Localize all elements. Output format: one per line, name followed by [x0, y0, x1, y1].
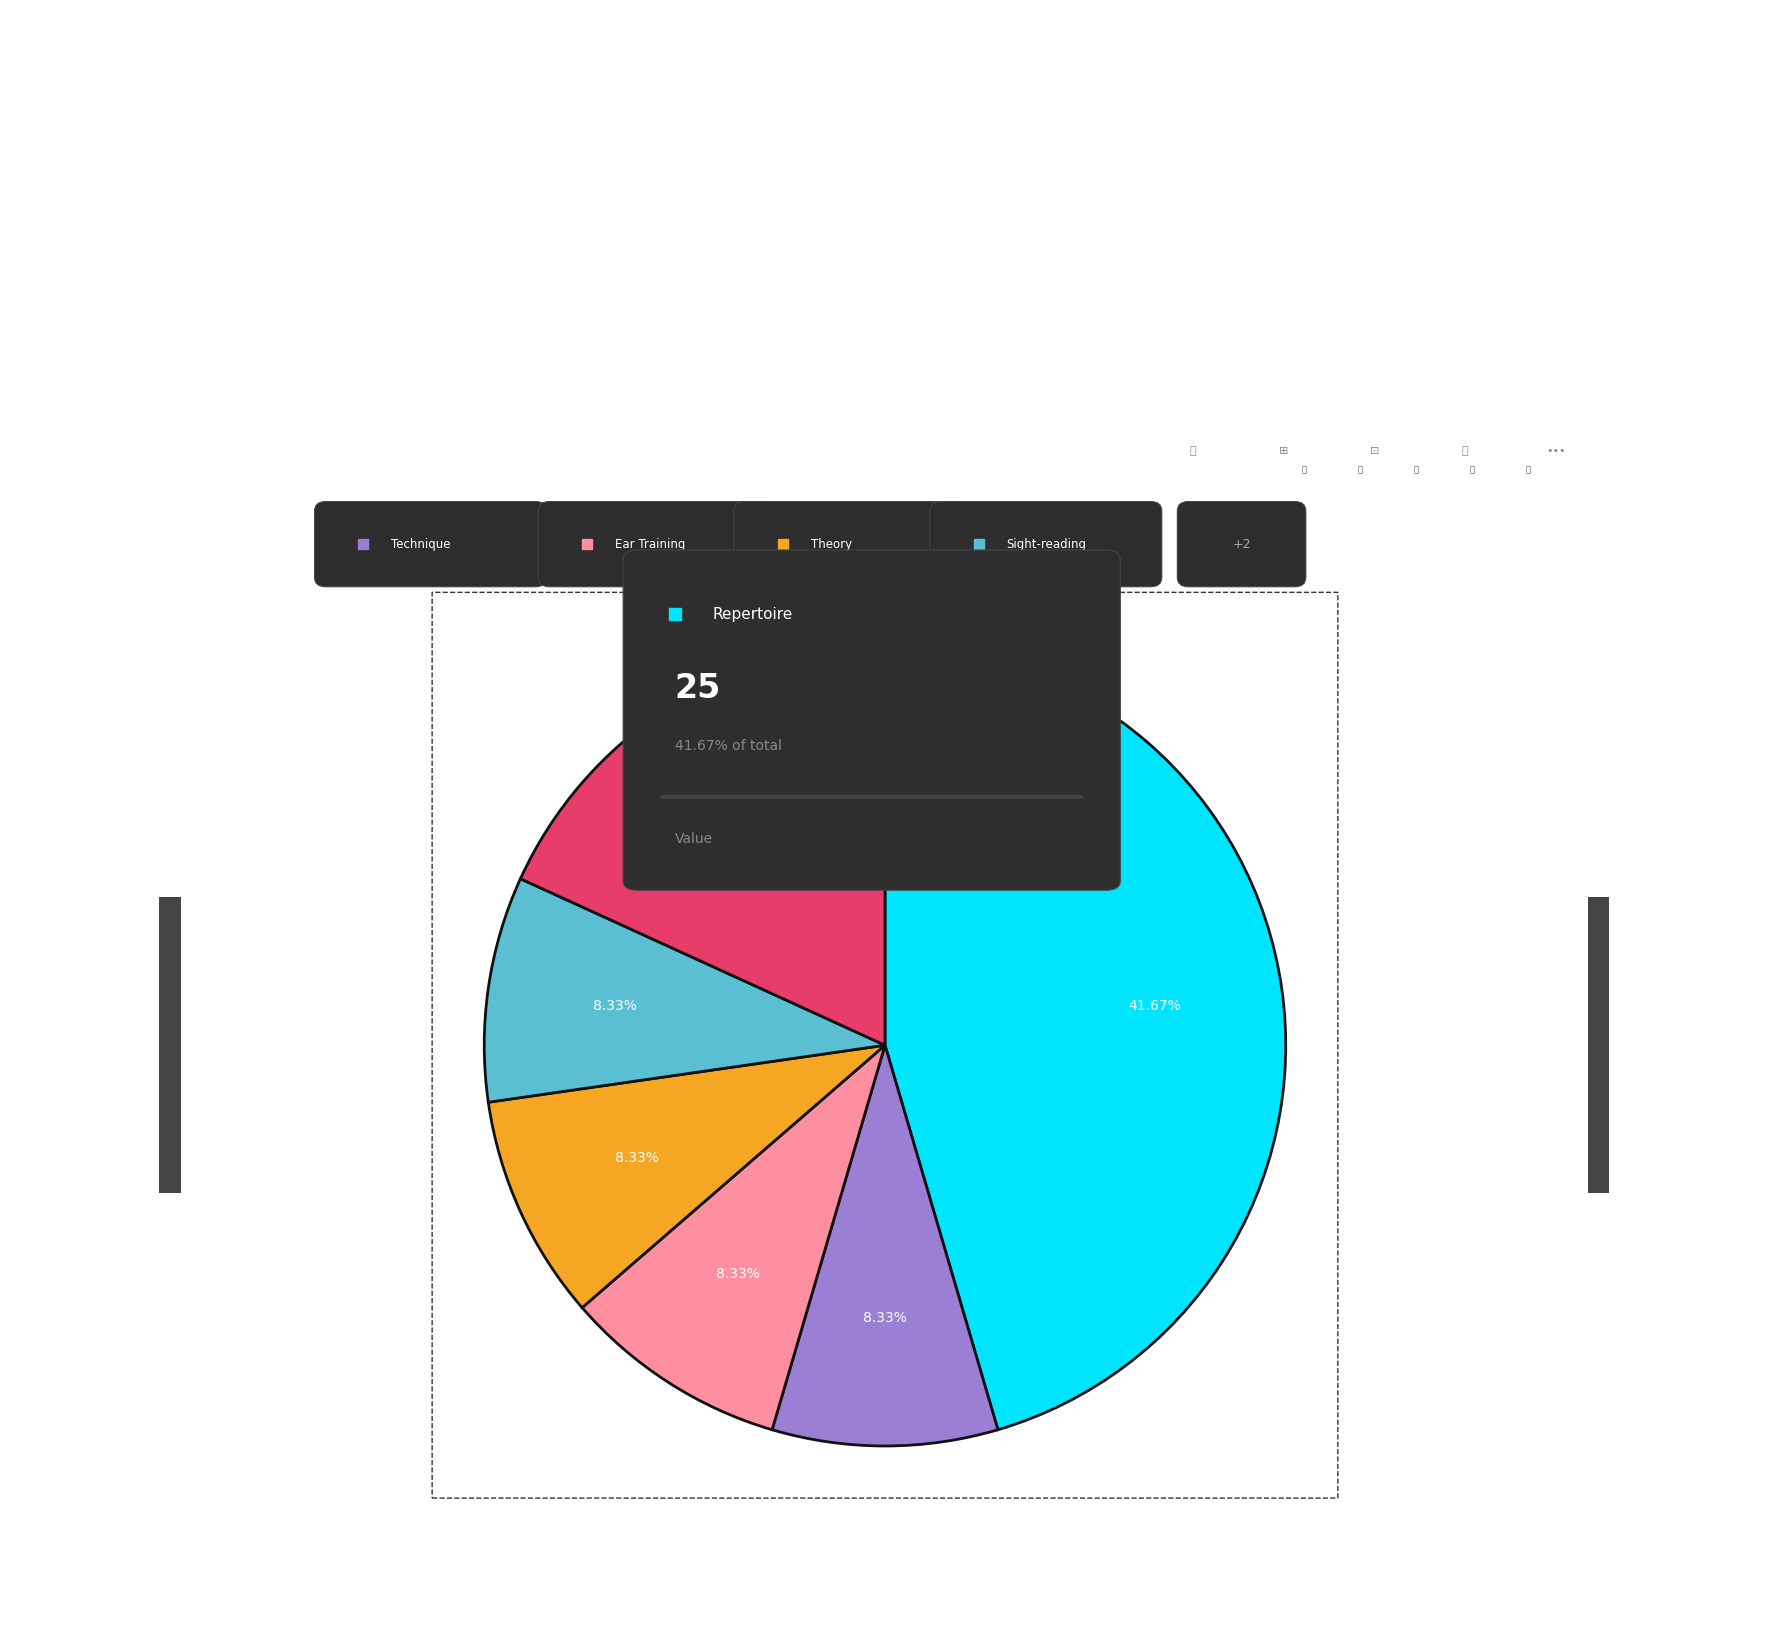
Text: 25: 25 — [674, 672, 720, 704]
FancyBboxPatch shape — [929, 502, 1161, 588]
Text: ⬜: ⬜ — [1526, 466, 1531, 474]
Text: Ear Training: Ear Training — [616, 538, 685, 551]
Wedge shape — [772, 1045, 998, 1445]
Text: •••: ••• — [1547, 446, 1566, 456]
Text: 16.67%: 16.67% — [712, 808, 765, 823]
FancyBboxPatch shape — [1586, 867, 1611, 1223]
Wedge shape — [485, 879, 885, 1103]
FancyBboxPatch shape — [676, 1570, 1094, 1595]
FancyBboxPatch shape — [1177, 502, 1306, 588]
Text: Made with Graphy: Made with Graphy — [382, 1549, 524, 1562]
Wedge shape — [885, 645, 1285, 1430]
Text: ⬜: ⬜ — [1358, 466, 1363, 474]
FancyBboxPatch shape — [538, 502, 770, 588]
FancyBboxPatch shape — [158, 867, 182, 1223]
Text: 41.67% of total: 41.67% of total — [674, 739, 782, 752]
Text: ⊞: ⊞ — [1280, 446, 1289, 456]
FancyBboxPatch shape — [735, 502, 966, 588]
Text: Technique: Technique — [391, 538, 451, 551]
Text: ⬜: ⬜ — [1469, 466, 1474, 474]
FancyBboxPatch shape — [623, 550, 1120, 890]
FancyBboxPatch shape — [660, 795, 1083, 798]
Text: Repertoire: Repertoire — [712, 607, 793, 622]
FancyBboxPatch shape — [315, 502, 547, 588]
Wedge shape — [489, 1045, 885, 1307]
Text: ⬜: ⬜ — [1414, 466, 1420, 474]
Text: 8.33%: 8.33% — [593, 999, 637, 1014]
Text: ⤢: ⤢ — [1462, 446, 1469, 456]
Text: Value: Value — [674, 831, 713, 846]
Text: ///: /// — [276, 1547, 292, 1562]
Text: Sight-reading: Sight-reading — [1007, 538, 1087, 551]
Text: 41.67%: 41.67% — [1127, 999, 1181, 1014]
Text: 8.33%: 8.33% — [715, 1267, 759, 1282]
Text: ⊡: ⊡ — [1370, 446, 1379, 456]
Text: Theory: Theory — [811, 538, 851, 551]
Text: Time allocation pro activity during a typical individual lesson: Time allocation pro activity during a ty… — [561, 476, 1209, 494]
Wedge shape — [520, 645, 885, 1045]
Wedge shape — [582, 1045, 885, 1430]
Text: ⬜: ⬜ — [1303, 466, 1306, 474]
Text: 💬: 💬 — [1189, 446, 1197, 456]
Text: 8.33%: 8.33% — [864, 1310, 906, 1325]
Text: 8.33%: 8.33% — [616, 1152, 658, 1165]
Text: +2: +2 — [1232, 538, 1251, 551]
